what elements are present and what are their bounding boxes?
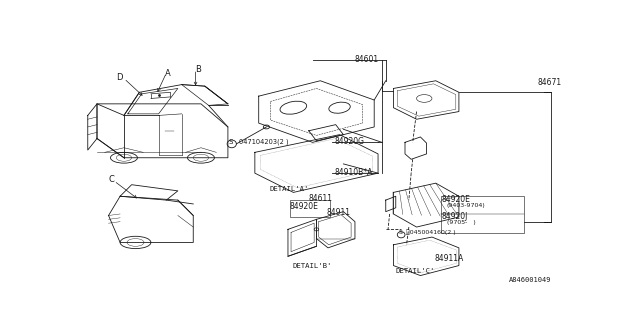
Text: 84911A: 84911A [435, 254, 463, 263]
Text: D: D [116, 73, 123, 82]
Text: 84920G: 84920G [334, 137, 364, 146]
Text: S: S [399, 230, 403, 235]
Text: Ⓢ045004160(2 ): Ⓢ045004160(2 ) [406, 229, 456, 235]
Text: DETAIL'B': DETAIL'B' [292, 263, 332, 269]
Text: 84920E: 84920E [442, 196, 471, 204]
Text: DETAIL'C': DETAIL'C' [396, 268, 435, 274]
Text: A: A [164, 69, 170, 78]
Text: S: S [228, 139, 233, 145]
Text: C: C [109, 175, 115, 184]
Text: 047104203(2 ): 047104203(2 ) [239, 139, 289, 145]
Text: 84671: 84671 [538, 78, 561, 87]
Text: 84920J: 84920J [442, 212, 468, 221]
Text: 84920E: 84920E [289, 203, 318, 212]
Text: (9403-9704): (9403-9704) [447, 203, 485, 208]
Bar [441, 196, 524, 233]
Text: B: B [196, 65, 202, 74]
Text: DETAIL'A': DETAIL'A' [269, 186, 309, 192]
Text: 84601: 84601 [355, 55, 379, 64]
Bar [289, 200, 330, 217]
Text: 84911: 84911 [326, 208, 351, 217]
Text: A846001049: A846001049 [509, 277, 552, 283]
Text: 84611: 84611 [308, 194, 333, 203]
Text: (9705-   ): (9705- ) [447, 220, 476, 225]
Text: 84910B*A: 84910B*A [334, 168, 372, 177]
